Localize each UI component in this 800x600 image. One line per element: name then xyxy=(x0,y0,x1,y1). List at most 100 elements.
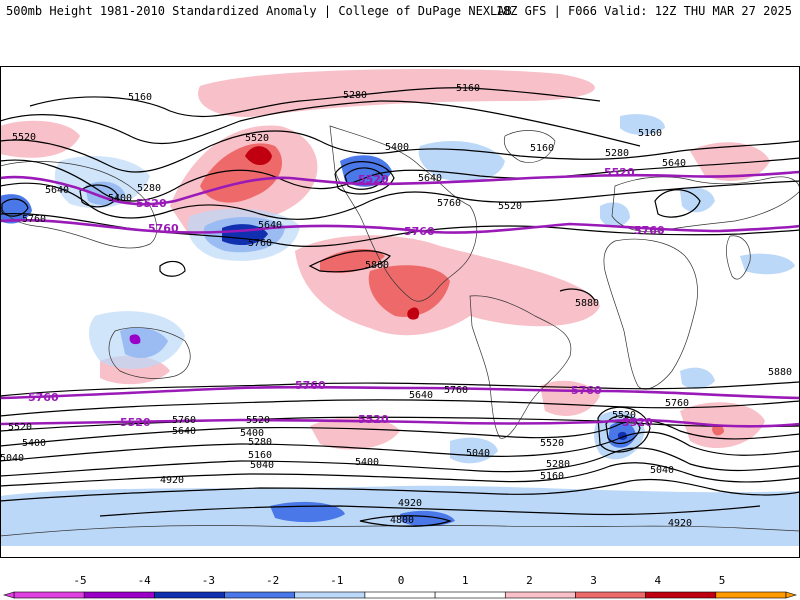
label-black-2: 5160 xyxy=(456,83,480,94)
colorbar-cell xyxy=(575,591,646,599)
label-black-1: 5280 xyxy=(343,90,367,101)
label-black-21: 5880 xyxy=(768,367,792,378)
negative-anomaly-africa-east xyxy=(680,367,715,389)
label-black-30: 5280 xyxy=(248,437,272,448)
contour-5880-north xyxy=(308,250,391,273)
label-black-24: 5400 xyxy=(22,438,46,449)
label-purple-11: 5520 xyxy=(622,416,653,429)
label-black-44: 5520 xyxy=(612,410,636,421)
label-black-37: 5280 xyxy=(546,459,570,470)
label-purple-1: 5760 xyxy=(148,222,179,235)
contour-5040-south xyxy=(0,478,800,502)
label-black-3: 5520 xyxy=(12,132,36,143)
coast-europe xyxy=(611,176,800,233)
coast-greenland xyxy=(503,130,556,163)
coastlines xyxy=(0,125,800,537)
contour-closed-high-pacific xyxy=(159,260,186,277)
colorbar-cells xyxy=(2,591,798,599)
label-black-0: 5160 xyxy=(128,92,152,103)
label-black-35: 5040 xyxy=(466,448,490,459)
label-purple-4: 5520 xyxy=(604,166,635,179)
contour-5280-south xyxy=(0,447,800,477)
contour-5760-south xyxy=(0,399,800,417)
colorbar-tick-label: 3 xyxy=(590,574,597,587)
positive-anomaly-europe xyxy=(690,142,770,181)
negative-anomaly-antarctica-core2 xyxy=(400,510,455,527)
label-black-34: 5400 xyxy=(355,457,379,468)
label-purple-9: 5520 xyxy=(120,416,151,429)
colorbar-labels: -5 -4 -3 -2 -1 0 1 2 3 4 5 xyxy=(0,574,800,588)
colorbar-tick-label: 1 xyxy=(461,574,469,587)
negative-anomaly-west-us xyxy=(340,155,392,187)
label-black-40: 4920 xyxy=(160,475,184,486)
label-black-25: 5760 xyxy=(172,415,196,426)
coast-antarctica xyxy=(0,525,800,537)
label-black-38: 5160 xyxy=(540,471,564,482)
thickness-5520-south xyxy=(0,418,800,428)
label-black-8: 5160 xyxy=(530,143,554,154)
label-black-20: 5880 xyxy=(575,298,599,309)
negative-anomaly-mediterranean xyxy=(600,202,630,228)
contour-5280-north xyxy=(0,100,641,147)
label-black-27: 5520 xyxy=(246,415,270,426)
colorbar-cell xyxy=(224,591,296,599)
label-black-28: 5640 xyxy=(172,426,196,437)
contour-5520-south xyxy=(0,419,800,447)
contour-5880-south xyxy=(0,381,800,397)
colorbar-cell xyxy=(294,591,366,599)
contour-closed-low-south-atlantic xyxy=(605,415,641,445)
contour-closed-low-siberia xyxy=(1,198,29,217)
label-black-32: 5040 xyxy=(250,460,274,471)
positive-anomaly-tropical-pacific-core2 xyxy=(368,265,450,317)
label-black-45: 5760 xyxy=(665,398,689,409)
label-black-22: 5760 xyxy=(444,385,468,396)
label-black-7: 5520 xyxy=(245,133,269,144)
colorbar-cell xyxy=(83,591,155,599)
colorbar-cell xyxy=(645,591,717,599)
contour-5160-north xyxy=(29,87,601,118)
thickness-lines xyxy=(0,170,800,428)
label-black-42: 4800 xyxy=(390,515,414,526)
label-black-43: 4920 xyxy=(668,518,692,529)
contour-closed-low-europe xyxy=(654,189,701,218)
colorbar-cell xyxy=(504,591,576,599)
label-purple-3: 5760 xyxy=(404,225,435,238)
colorbar-cell xyxy=(434,591,506,599)
positive-anomaly-west-atlantic xyxy=(0,120,80,158)
contour-labels: 5160 5280 5160 5520 5640 5400 5280 5520 … xyxy=(0,83,792,529)
label-black-36: 5520 xyxy=(540,438,564,449)
label-black-12: 5640 xyxy=(662,158,686,169)
positive-anomaly-tropical-pacific-peak xyxy=(407,307,420,320)
negative-anomaly-australia-core xyxy=(129,334,141,345)
label-black-23: 5640 xyxy=(409,390,433,401)
label-black-13: 5640 xyxy=(418,173,442,184)
colorbar-right-arrow xyxy=(785,591,798,599)
coast-australia xyxy=(108,327,191,379)
colorbar-tick-label: -5 xyxy=(73,574,87,587)
positive-anomaly-north-pacific-peak xyxy=(245,146,272,166)
label-black-5: 5400 xyxy=(108,193,132,204)
label-purple-0: 5520 xyxy=(136,197,167,210)
label-black-39: 5040 xyxy=(650,465,674,476)
label-black-26: 5520 xyxy=(8,422,32,433)
negative-anomaly-arctic-canada xyxy=(620,114,665,135)
label-black-41: 4920 xyxy=(398,498,422,509)
colorbar-tick-label: -1 xyxy=(330,574,344,587)
label-black-29: 5400 xyxy=(240,428,264,439)
contour-closed-low-us xyxy=(344,167,385,190)
contour-5160-south xyxy=(0,462,800,487)
thickness-5760-north xyxy=(0,218,800,234)
contour-5640-north xyxy=(0,180,800,220)
anomaly-map: 5160 5280 5160 5520 5640 5400 5280 5520 … xyxy=(0,66,800,558)
label-purple-7: 5760 xyxy=(295,379,326,392)
colorbar-tick-label: -4 xyxy=(137,574,151,587)
thickness-5760-south xyxy=(0,385,800,400)
contour-5400-south xyxy=(0,431,800,462)
label-black-10: 5280 xyxy=(605,148,629,159)
coast-asia xyxy=(0,161,158,249)
negative-anomaly-europe xyxy=(680,187,715,213)
contour-4800-south xyxy=(359,515,452,527)
thickness-labels: 5520 5760 5520 5760 5520 5760 5760 5760 … xyxy=(28,166,665,429)
coast-india xyxy=(726,235,751,280)
contour-closed-low-south-atlantic-outer xyxy=(597,406,651,453)
